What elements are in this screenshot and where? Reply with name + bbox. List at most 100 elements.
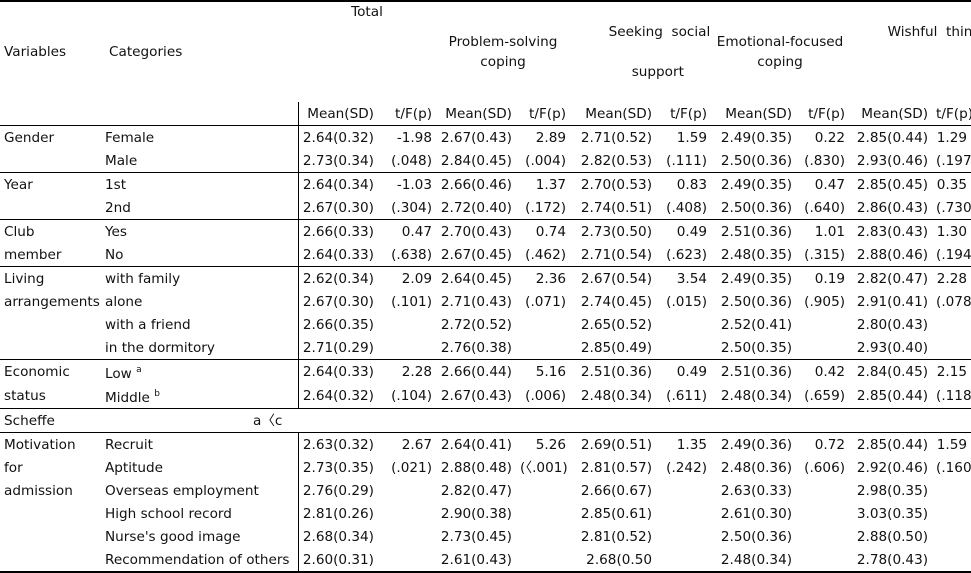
mean-sd-cell: 2.61(0.43)	[436, 548, 516, 573]
stat-cell	[656, 525, 711, 548]
mean-sd-cell: 2.85(0.44)	[849, 125, 933, 149]
mean-sd-cell: 2.64(0.45)	[436, 266, 516, 290]
mean-sd-cell: 2.81(0.57)	[580, 459, 653, 476]
stat-cell: (.172)	[525, 199, 567, 216]
variable-label: Economic	[0, 359, 101, 384]
mean-sd-cell: 2.69(0.51)	[570, 432, 657, 456]
stat-cell: (.006)	[525, 388, 567, 404]
stat-cell: (.111)	[666, 152, 708, 169]
category-text: Recruit	[105, 436, 153, 453]
mean-sd-cell: 2.91(0.41)	[856, 293, 929, 310]
category-text: Middle	[105, 390, 150, 406]
stat-cell	[378, 525, 436, 548]
stat-cell: (.197)	[936, 152, 971, 169]
variable-label	[0, 548, 101, 573]
mean-sd-cell: 2.88(0.50)	[856, 528, 929, 545]
stat-cell	[932, 479, 971, 502]
category-label: Yes	[101, 219, 298, 243]
variable-label	[0, 525, 101, 548]
stat-cell	[932, 336, 971, 360]
stat-cell: (.462)	[525, 246, 567, 263]
stat-cell: 0.35	[932, 172, 971, 196]
group-header-line1: Problem-solving	[448, 34, 558, 50]
stat-cell	[656, 502, 711, 525]
mean-sd-cell: 2.64(0.33)	[297, 243, 378, 267]
table-row: High school record 2.81(0.26) 2.90(0.38) 2.…	[0, 502, 971, 525]
mean-sd-cell: 2.63(0.32)	[297, 432, 378, 456]
mean-sd-cell: 2.67(0.30)	[297, 196, 378, 220]
category-text: Recommendation of others	[105, 551, 290, 568]
stat-cell	[656, 336, 711, 360]
stat-cell: (.730)	[936, 199, 971, 216]
variables-header: Variables	[0, 0, 101, 102]
mean-sd-cell: 2.88(0.46)	[856, 246, 929, 263]
category-label: Recruit	[101, 432, 298, 456]
category-label: 2nd	[101, 196, 298, 220]
stat-cell: 2.67	[378, 432, 436, 456]
mean-sd-cell: 2.98(0.35)	[856, 482, 929, 499]
stat-cell: (.004)	[525, 152, 567, 169]
variable-label	[0, 313, 101, 336]
group-header-line2: support	[631, 64, 684, 80]
table-row: in the dormitory 2.71(0.29) 2.76(0.38) 2.85…	[0, 336, 971, 360]
stat-cell: (.021)	[391, 459, 432, 476]
category-text: Nurse's good image	[105, 528, 241, 545]
stat-cell: (.048)	[391, 152, 432, 169]
category-label: in the dormitory	[101, 336, 298, 360]
variable-label: Club	[0, 219, 101, 243]
stat-cell: (.194)	[936, 246, 971, 263]
mean-sd-cell: 2.93(0.46)	[856, 152, 929, 169]
category-text: No	[105, 246, 124, 263]
mean-sd-cell: 2.67(0.30)	[297, 290, 378, 313]
table-row: admission Overseas employment 2.76(0.29) 2.…	[0, 479, 971, 502]
mean-sd-cell: 2.81(0.52)	[580, 528, 653, 545]
variable-label: member	[4, 246, 62, 263]
mean-sd-cell: 2.50(0.35)	[720, 339, 793, 356]
stat-cell: 1.59	[656, 125, 712, 149]
stat-cell	[656, 479, 711, 502]
category-text: with a friend	[105, 316, 191, 333]
category-label: Aptitude	[101, 456, 298, 479]
group-header-problem-solving: Problem-solving coping	[436, 0, 571, 102]
mean-sd-cell: 2.82(0.53)	[580, 152, 653, 169]
stat-cell: (.242)	[666, 459, 708, 476]
category-text: Low	[105, 366, 132, 382]
mean-sd-cell: 3.03(0.35)	[856, 505, 929, 522]
mean-sd-cell: 2.71(0.52)	[570, 125, 657, 149]
table-row: with a friend 2.66(0.35) 2.72(0.52) 2.65(0.…	[0, 313, 971, 336]
group-header-total: Total	[298, 0, 436, 102]
stat-cell: 2.89	[516, 125, 571, 149]
category-text: 1st	[105, 176, 127, 193]
mean-sd-cell: 2.63(0.33)	[720, 482, 793, 499]
mean-sd-cell: 2.49(0.35)	[711, 266, 797, 290]
group-header-seeking-social-support: Seeking social support	[570, 0, 712, 102]
variable-label: arrangements	[4, 293, 100, 310]
mean-sd-cell: 2.48(0.35)	[720, 246, 793, 263]
stat-cell: (.830)	[804, 152, 846, 169]
stat-cell: (〈.001)	[520, 459, 568, 476]
stat-cell: (.659)	[804, 388, 846, 404]
mean-sd-cell: 2.78(0.43)	[849, 548, 933, 573]
mean-sd-cell: 2.50(0.36)	[720, 199, 793, 216]
stat-cell: 0.42	[796, 359, 850, 384]
mean-sd-cell: 2.51(0.36)	[711, 359, 797, 384]
table-row: Year 1st 2.64(0.34) -1.03 2.66(0.46) 1.37 2.70…	[0, 172, 971, 196]
stat-cell: 1.01	[796, 219, 850, 243]
category-label: No	[101, 243, 298, 267]
category-label: alone	[101, 290, 298, 313]
stat-cell: (.623)	[666, 246, 708, 263]
mean-sd-cell: 2.84(0.45)	[440, 152, 512, 169]
stat-cell: 0.19	[796, 266, 850, 290]
mean-sd-cell: 2.64(0.32)	[297, 384, 378, 409]
variable-label: Gender	[0, 125, 101, 149]
category-text: 2nd	[105, 199, 131, 216]
mean-sd-cell: 2.85(0.49)	[580, 339, 653, 356]
mean-sd-cell: 2.85(0.45)	[849, 172, 933, 196]
stat-cell	[378, 479, 436, 502]
stat-cell	[656, 548, 712, 573]
mean-sd-cell: 2.81(0.26)	[297, 502, 378, 525]
stat-cell	[516, 502, 570, 525]
stat-cell: 0.72	[796, 432, 850, 456]
